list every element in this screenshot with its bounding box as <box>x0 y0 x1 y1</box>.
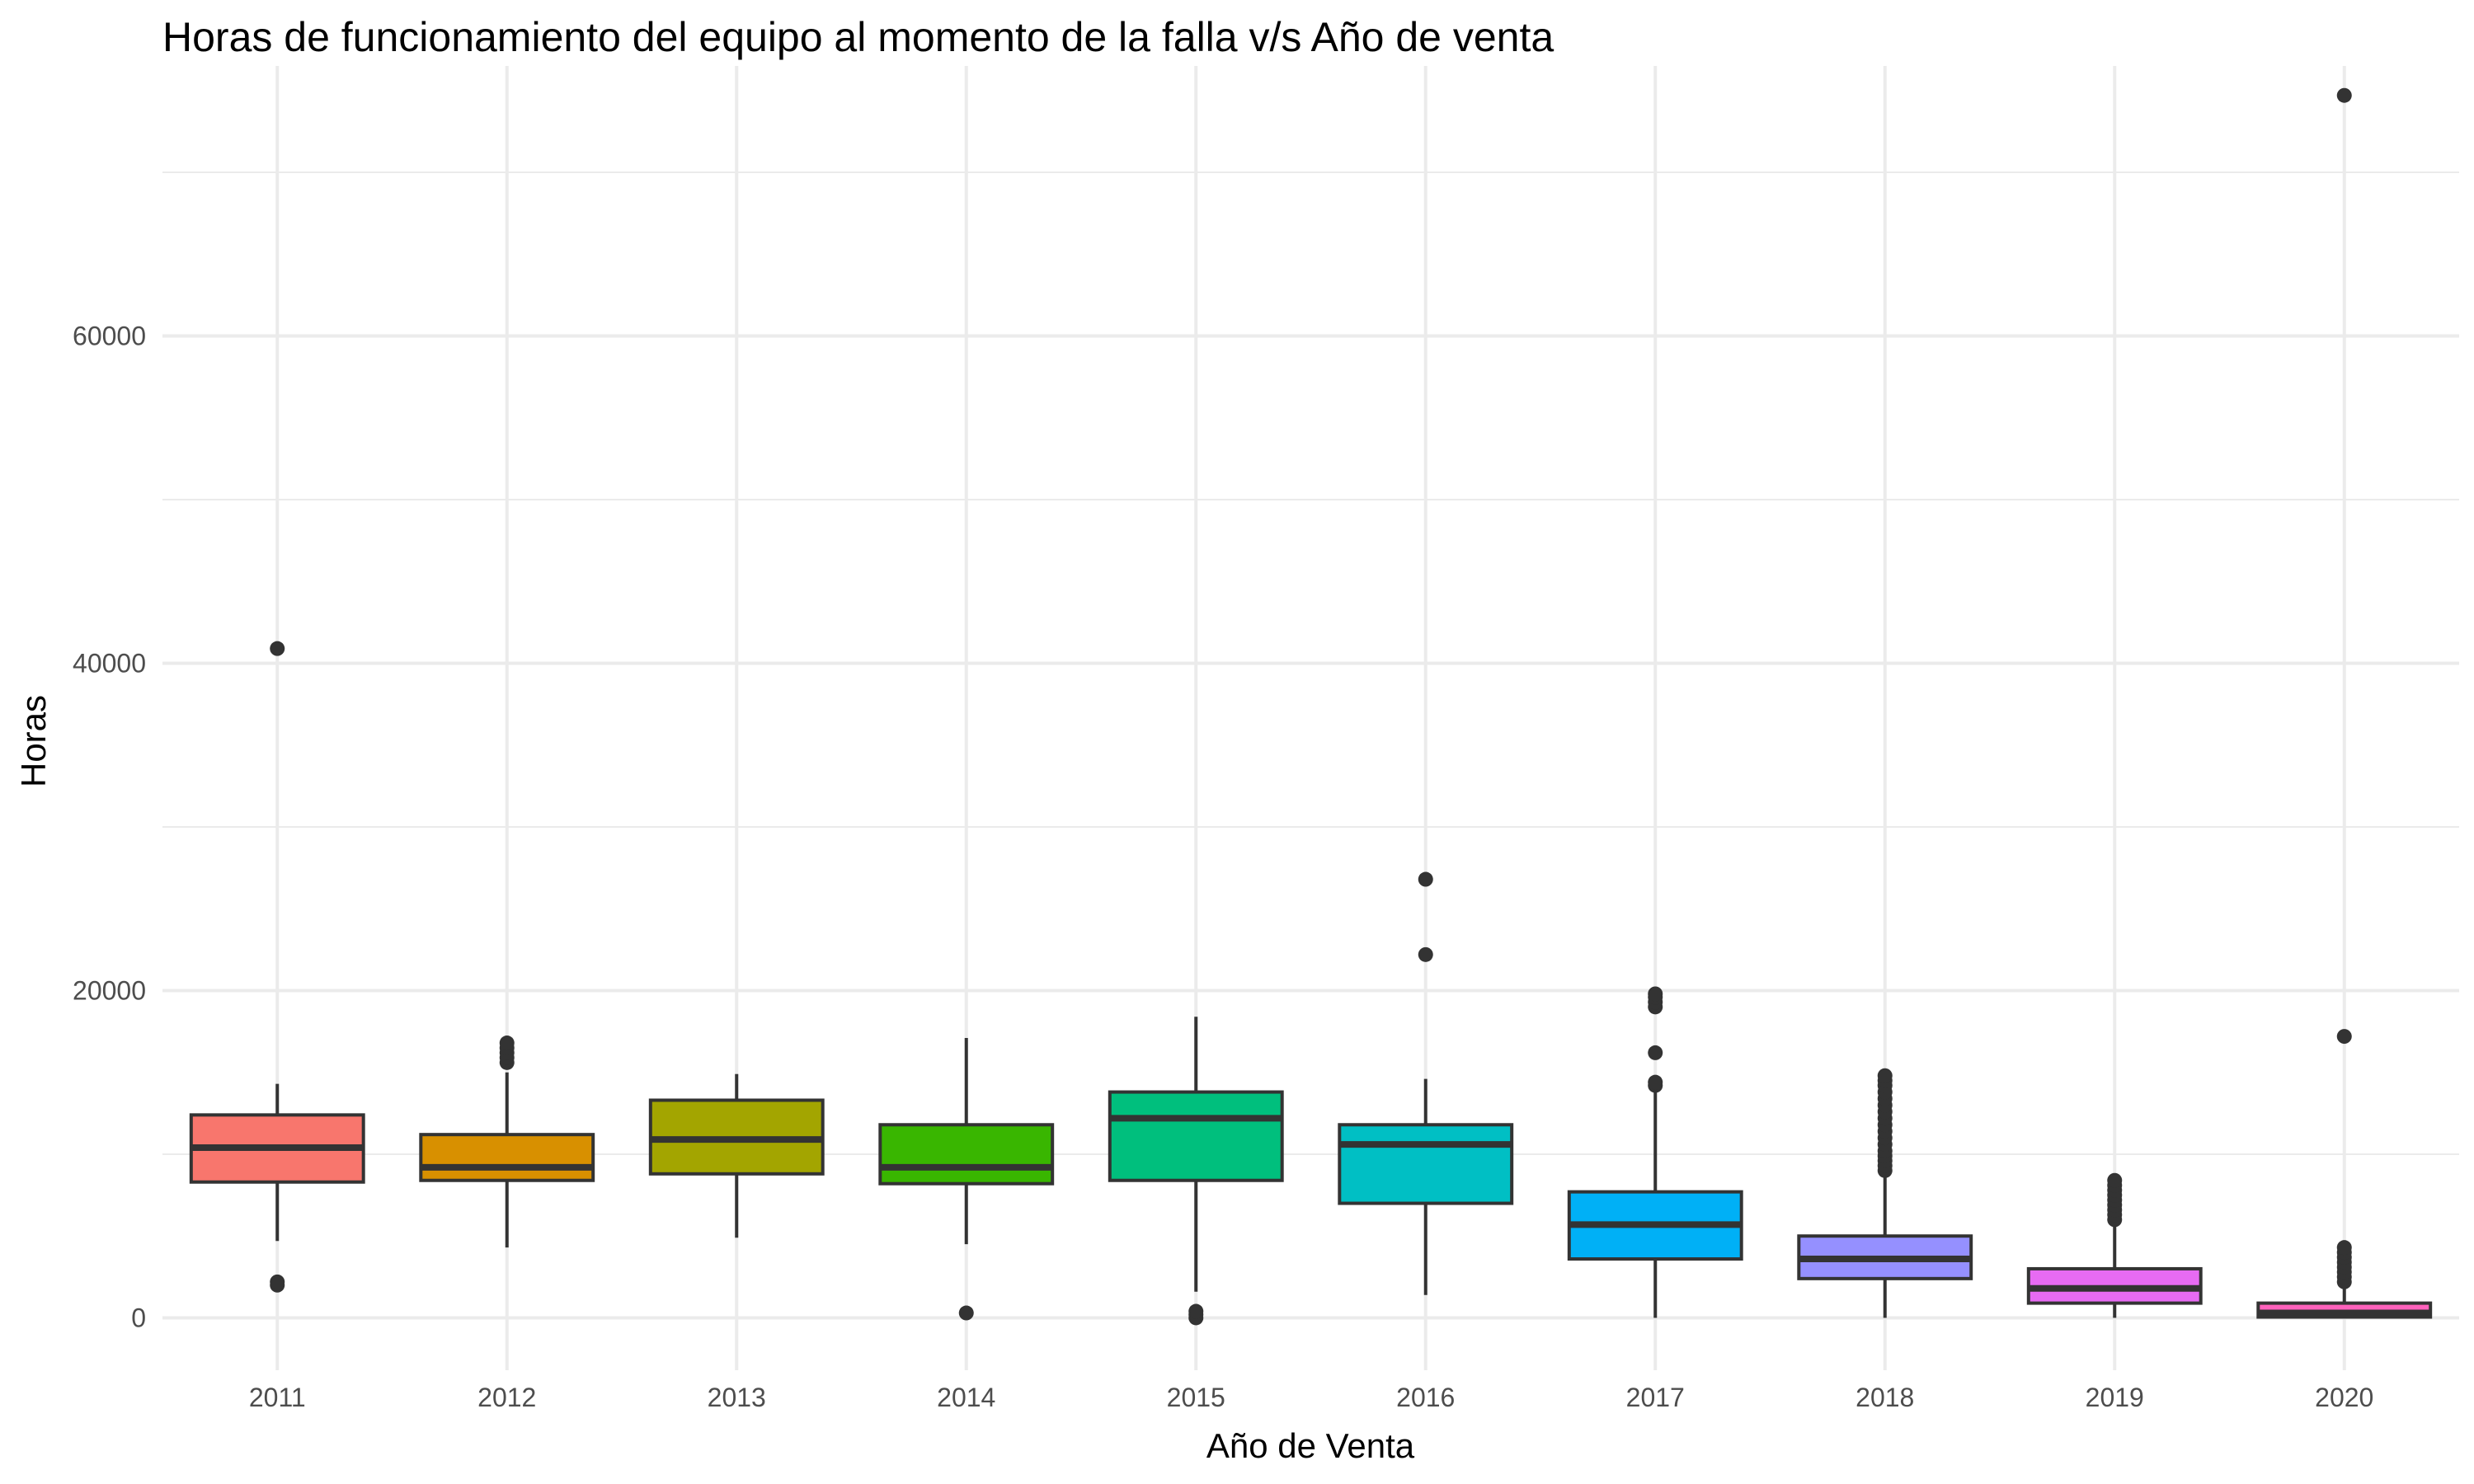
outlier-point <box>1648 1074 1663 1090</box>
box-group-2013 <box>648 1073 825 1238</box>
x-tick-label: 2015 <box>1167 1383 1225 1412</box>
x-tick-label: 2014 <box>937 1383 995 1412</box>
box <box>1108 1090 1284 1182</box>
box-group-2018 <box>1797 1068 1973 1318</box>
outlier-point <box>1648 1045 1663 1060</box>
outlier-point <box>958 1305 974 1321</box>
outlier-point <box>1648 986 1663 1002</box>
y-tick-label: 0 <box>131 1303 146 1332</box>
y-axis-title: Horas <box>14 695 53 787</box>
tick-layer: 0 20000 40000 60000 2011 2012 2013 2014 2015 2016… <box>73 322 2373 1412</box>
box-group-2014 <box>878 1038 1055 1321</box>
outlier-point <box>1188 1303 1204 1319</box>
outlier-point <box>1877 1068 1893 1083</box>
x-tick-label: 2019 <box>2086 1383 2144 1412</box>
box-group-2015 <box>1108 1017 1284 1326</box>
x-tick-label: 2016 <box>1396 1383 1455 1412</box>
box-group-2016 <box>1338 871 1514 1295</box>
x-tick-label: 2013 <box>708 1383 766 1412</box>
outlier-point <box>1418 946 1433 962</box>
box-group-2011 <box>189 641 365 1293</box>
chart-title: Horas de funcionamiento del equipo al mo… <box>162 14 1554 60</box>
y-tick-label: 20000 <box>73 975 146 1005</box>
box-group-2020 <box>2256 87 2433 1319</box>
y-tick-label: 40000 <box>73 649 146 679</box>
outlier-point <box>2107 1172 2123 1188</box>
box-layer <box>189 87 2433 1326</box>
box <box>878 1123 1055 1186</box>
outlier-point <box>2336 1029 2352 1045</box>
box <box>1338 1123 1514 1205</box>
y-tick-label: 60000 <box>73 322 146 351</box>
outlier-point <box>2336 87 2352 103</box>
outlier-point <box>270 641 285 656</box>
box-group-2012 <box>419 1036 595 1248</box>
box-group-2019 <box>2026 1172 2203 1318</box>
x-tick-label: 2012 <box>477 1383 536 1412</box>
outlier-point <box>1418 871 1433 887</box>
x-tick-label: 2018 <box>1856 1383 1914 1412</box>
outlier-point <box>270 1274 285 1289</box>
x-axis-title: Año de Venta <box>1206 1426 1415 1465</box>
box <box>419 1133 595 1182</box>
x-tick-label: 2011 <box>249 1383 306 1412</box>
box-group-2017 <box>1567 986 1743 1318</box>
x-tick-label: 2017 <box>1626 1383 1685 1412</box>
outlier-point <box>499 1036 515 1051</box>
outlier-point <box>2336 1240 2352 1256</box>
x-tick-label: 2020 <box>2315 1383 2373 1412</box>
